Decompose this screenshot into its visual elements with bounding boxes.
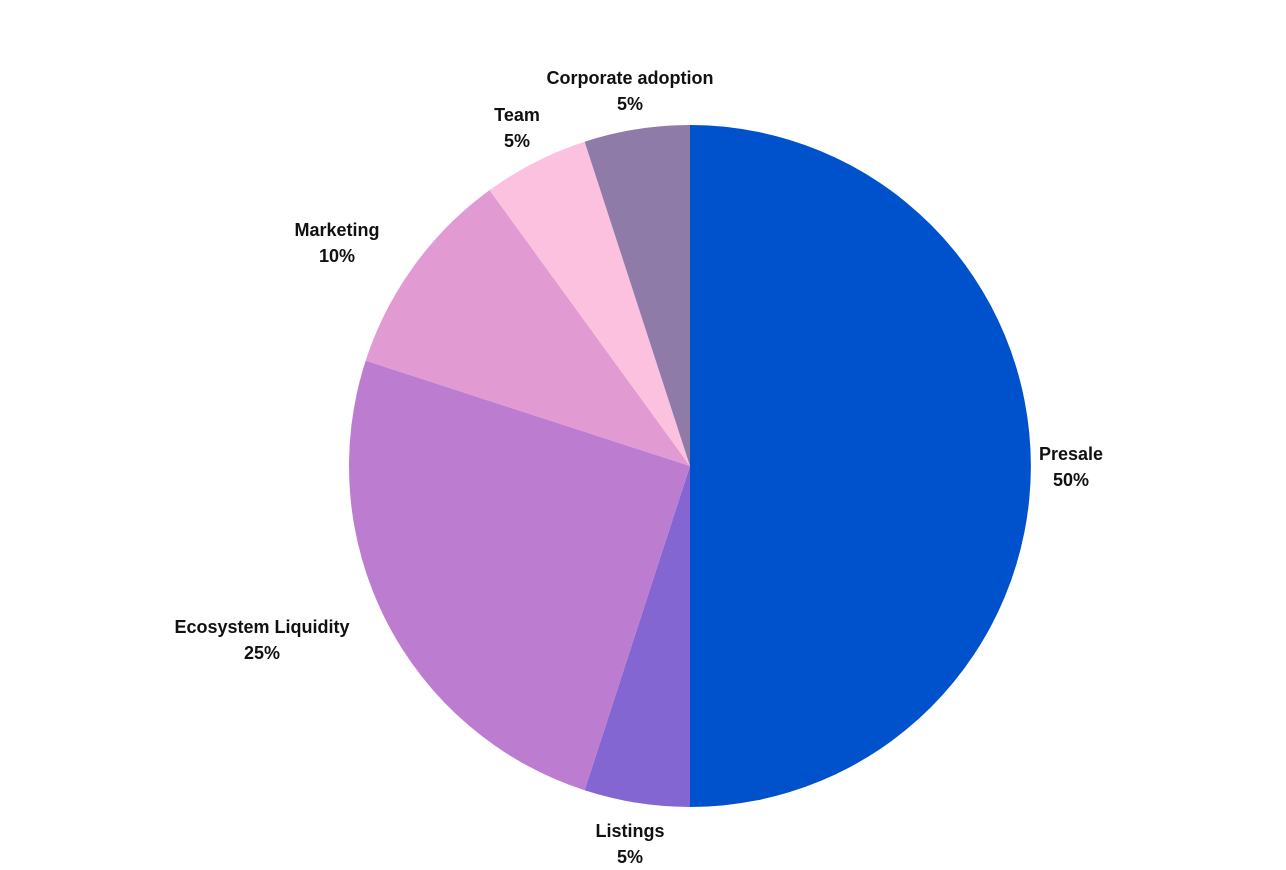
slice-label-team: Team	[494, 105, 540, 125]
pie-slice-listings	[584, 466, 690, 807]
pie-slice-ecosystem-liquidity	[349, 360, 690, 791]
pie-slice-marketing	[365, 190, 690, 466]
slice-value-presale: 50%	[1053, 470, 1089, 490]
slice-label-presale: Presale	[1039, 444, 1103, 464]
slice-label-marketing: Marketing	[294, 220, 379, 240]
slice-label-corporate-adoption: Corporate adoption	[547, 68, 714, 88]
slice-value-corporate-adoption: 5%	[617, 94, 643, 114]
pie-slices	[349, 125, 1031, 807]
slice-value-listings: 5%	[617, 847, 643, 867]
slice-label-listings: Listings	[595, 821, 664, 841]
slice-label-ecosystem-liquidity: Ecosystem Liquidity	[174, 617, 349, 637]
pie-slice-corporate-adoption	[584, 125, 690, 466]
pie-slice-presale	[690, 125, 1031, 807]
slice-value-ecosystem-liquidity: 25%	[244, 643, 280, 663]
pie-labels: Presale 50% Listings 5% Ecosystem Liquidity 2…	[174, 68, 1103, 867]
slice-value-marketing: 10%	[319, 246, 355, 266]
pie-slice-team	[489, 141, 690, 466]
slice-value-team: 5%	[504, 131, 530, 151]
